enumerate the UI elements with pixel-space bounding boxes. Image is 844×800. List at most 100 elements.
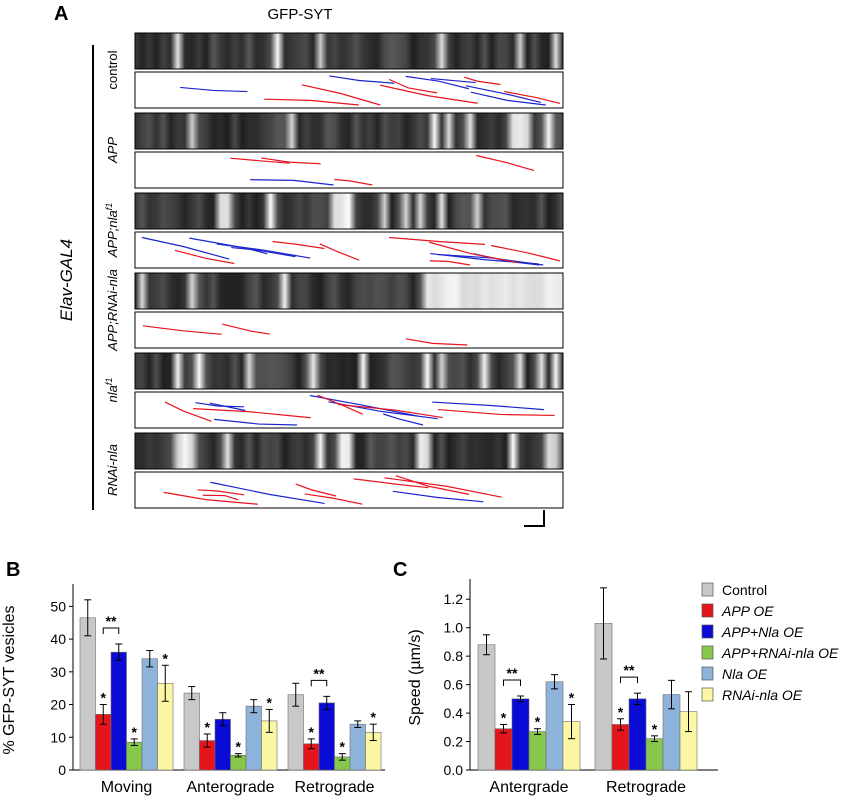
- y-tick-label: 20: [50, 697, 66, 713]
- scale-bar: [524, 510, 545, 527]
- y-tick-label: 1.2: [444, 591, 464, 607]
- bar: [141, 658, 158, 771]
- driver-label: Elav-GAL4: [57, 239, 76, 321]
- vesicle-trace: [163, 491, 258, 505]
- bar: [628, 698, 647, 771]
- significance-star: *: [205, 719, 211, 735]
- y-tick-label: 0: [58, 762, 66, 778]
- vesicle-trace: [429, 241, 520, 264]
- kymograph-traces: [134, 231, 564, 269]
- vesicle-trace: [213, 418, 298, 426]
- vesicle-trace: [193, 408, 311, 419]
- vesicle-trace: [319, 243, 360, 261]
- vesicle-trace: [230, 157, 290, 164]
- panel-a-kymographs: A GFP-SYT Elav-GAL4 control APP APP;nlaf1 A…: [54, 3, 564, 527]
- significance-label: **: [624, 662, 635, 678]
- kymograph-traces: [134, 71, 564, 109]
- vesicle-trace: [395, 475, 470, 495]
- x-category-label: Antergrade: [489, 779, 568, 796]
- legend-label: APP+RNAi-nla OE: [721, 645, 839, 661]
- significance-star: *: [371, 709, 377, 725]
- y-axis-label: Speed (µm/s): [407, 629, 424, 725]
- y-tick-label: 0.4: [444, 705, 464, 721]
- bar: [318, 702, 335, 771]
- bar: [183, 692, 200, 771]
- vesicle-trace: [388, 236, 486, 245]
- vesicle-trace: [353, 478, 429, 489]
- legend-label: RNAi-nla OE: [722, 687, 803, 703]
- vesicle-trace: [437, 408, 555, 417]
- vesicle-trace: [301, 84, 381, 106]
- y-tick-label: 0.8: [444, 648, 464, 664]
- vesicle-trace: [476, 154, 535, 172]
- legend-swatch: [701, 582, 714, 597]
- legend-swatch: [701, 603, 714, 618]
- significance-star: *: [236, 739, 242, 755]
- vesicle-trace: [329, 75, 395, 84]
- kymograph-image: [134, 192, 564, 230]
- bar: [126, 741, 143, 771]
- vesicle-trace: [432, 401, 544, 411]
- bar: [79, 617, 96, 771]
- significance-bracket: [310, 679, 328, 687]
- significance-star: *: [501, 709, 507, 725]
- panel-b-letter: B: [6, 559, 20, 581]
- y-tick-label: 40: [50, 631, 66, 647]
- panel-c-letter: C: [393, 559, 407, 581]
- vesicle-trace: [317, 394, 363, 415]
- panel-a-letter: A: [54, 3, 68, 25]
- bar: [494, 728, 513, 771]
- bar: [611, 724, 630, 771]
- y-tick-label: 50: [50, 598, 66, 614]
- vesicle-trace: [504, 90, 561, 105]
- legend: Control APP OE APP+Nla OE APP+RNAi-nla OE Nl…: [701, 582, 839, 703]
- vesicle-trace: [337, 403, 443, 419]
- vesicle-trace: [392, 490, 484, 503]
- vesicle-trace: [272, 240, 325, 250]
- significance-star: *: [267, 694, 273, 710]
- vesicle-trace: [209, 402, 246, 412]
- vesicle-trace: [210, 481, 325, 505]
- vesicle-trace: [464, 76, 501, 86]
- vesicle-trace: [174, 249, 235, 265]
- x-category-label: Anterograde: [186, 779, 274, 796]
- significance-star: *: [652, 721, 658, 737]
- legend-label: APP OE: [721, 603, 774, 619]
- significance-bracket: [503, 679, 521, 686]
- significance-star: *: [132, 724, 138, 740]
- kymograph-row-label: APP;nlaf1: [104, 203, 120, 259]
- kymograph-image: [134, 112, 564, 150]
- significance-star: *: [569, 690, 575, 706]
- vesicle-trace: [405, 75, 469, 90]
- vesicle-trace: [405, 338, 468, 346]
- vesicle-trace: [264, 98, 359, 106]
- bar: [645, 738, 664, 771]
- vesicle-trace: [388, 78, 438, 94]
- significance-star: *: [101, 690, 107, 706]
- vesicle-trace: [304, 493, 363, 505]
- kymograph-image: [134, 432, 564, 470]
- significance-star: *: [309, 724, 315, 740]
- bar: [230, 754, 247, 771]
- vesicle-trace: [334, 178, 373, 186]
- kymograph-row-label: APP: [105, 137, 120, 164]
- y-tick-label: 0.0: [444, 762, 464, 778]
- vesicle-trace: [195, 402, 245, 408]
- significance-star: *: [163, 650, 169, 666]
- vesicle-trace: [222, 323, 270, 335]
- significance-star: *: [340, 739, 346, 755]
- significance-bracket: [102, 627, 120, 634]
- x-category-label: Retrograde: [294, 779, 374, 796]
- vesicle-trace: [470, 91, 546, 106]
- vesicle-trace: [429, 260, 471, 266]
- kymograph-traces: [134, 391, 564, 429]
- significance-label: **: [314, 665, 325, 681]
- kymograph-rows: control APP APP;nlaf1 APP;RNAi-nla nlaf1 RNAi…: [104, 32, 564, 509]
- bar: [349, 723, 366, 771]
- y-axis-label: % GFP-SYT vesicles: [1, 605, 18, 754]
- x-category-label: Moving: [101, 779, 153, 796]
